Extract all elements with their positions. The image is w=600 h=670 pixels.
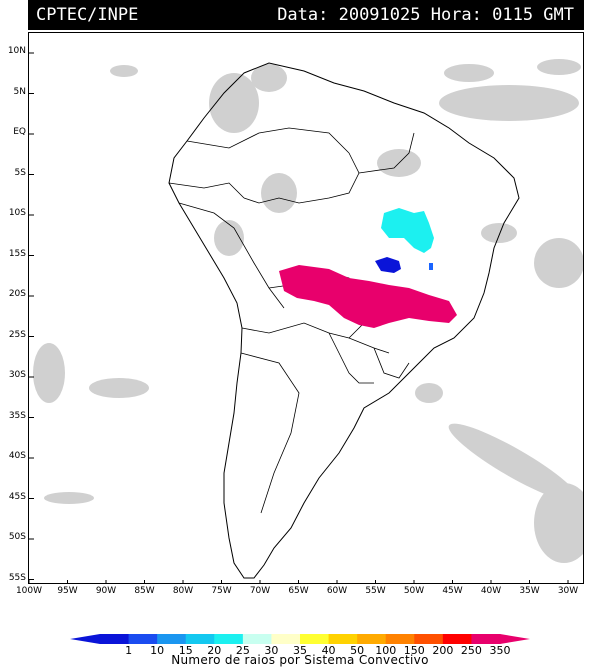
legend-swatch: [414, 634, 444, 644]
cloud-patch: [481, 223, 517, 243]
cyan-system: [381, 208, 434, 253]
legend-value-label: 15: [179, 644, 193, 657]
legend-value-label: 350: [490, 644, 511, 657]
legend-value-label: 25: [236, 644, 250, 657]
legend-swatch: [328, 634, 358, 644]
cloud-patch: [537, 59, 581, 75]
cloud-patch: [209, 73, 259, 133]
latitude-label: 50S: [8, 532, 26, 542]
longitude-label: 100W: [15, 586, 43, 596]
map-panel[interactable]: [28, 32, 584, 584]
longitude-label: 35W: [519, 586, 540, 596]
legend-caption: Numero de raios por Sistema Convectivo: [171, 653, 429, 667]
cloud-patch: [448, 423, 580, 503]
longitude-label: 40W: [480, 586, 502, 596]
legend-value-label: 50: [350, 644, 364, 657]
longitude-label: 95W: [57, 586, 78, 596]
longitude-label: 60W: [326, 586, 348, 596]
latitude-label: 10S: [8, 208, 26, 218]
legend-swatch: [214, 634, 244, 644]
legend-value-label: 40: [322, 644, 336, 657]
cloud-patch: [444, 64, 494, 82]
latitude-label: EQ: [13, 127, 26, 137]
lightning-systems: [279, 208, 457, 328]
blue-small-system: [429, 263, 433, 270]
latitude-label: 20S: [8, 289, 26, 299]
cloud-patch: [439, 85, 579, 121]
cloud-patch: [33, 343, 65, 403]
legend-arrow-left: [70, 634, 100, 644]
cloud-patch: [261, 173, 297, 213]
legend-value-label: 1: [125, 644, 132, 657]
source-label: CPTEC/INPE: [36, 5, 139, 25]
cloud-layer: [33, 59, 583, 563]
cloud-patch: [534, 238, 583, 288]
latitude-label: 45S: [8, 491, 26, 502]
legend-value-label: 150: [404, 644, 425, 657]
latitude-label: 5S: [14, 167, 26, 178]
legend-swatch: [157, 634, 187, 644]
longitude-label: 90W: [95, 586, 117, 596]
legend-swatch: [185, 634, 215, 644]
latitude-label: 40S: [8, 451, 26, 461]
longitude-ticks: [29, 580, 569, 583]
legend-swatch: [271, 634, 301, 644]
latitude-label: 35S: [8, 410, 26, 421]
cloud-patch: [415, 383, 443, 403]
legend-arrow-right: [500, 634, 530, 644]
legend-value-label: 35: [293, 644, 307, 657]
color-legend: 1 10 15 20 25 30 35 40 50 100 150 200 250 350: [70, 634, 530, 657]
longitude-label: 50W: [403, 586, 425, 596]
cloud-patch: [89, 378, 149, 398]
longitude-label: 85W: [134, 586, 155, 596]
latitude-label: 30S: [8, 370, 26, 380]
latitude-label: 25S: [8, 329, 26, 340]
legend-value-label: 200: [432, 644, 453, 657]
latitude-label: 15S: [8, 248, 26, 259]
legend-swatch: [242, 634, 272, 644]
legend-swatch: [442, 634, 472, 644]
legend-swatch: [128, 634, 158, 644]
cloud-patch: [44, 492, 94, 504]
longitude-label: 45W: [442, 586, 463, 596]
cloud-patch: [534, 483, 583, 563]
map-header: CPTEC/INPE Data: 20091025 Hora: 0115 GMT: [28, 0, 584, 30]
blue-system: [375, 257, 401, 273]
cloud-patch: [214, 220, 244, 256]
legend-value-label: 20: [207, 644, 221, 657]
longitude-label: 65W: [288, 586, 309, 596]
longitude-label: 75W: [211, 586, 232, 596]
legend-swatch: [357, 634, 387, 644]
longitude-label: 30W: [557, 586, 579, 596]
south-america-coastline: [168, 62, 520, 579]
cloud-patch: [110, 65, 138, 77]
latitude-label: 55S: [8, 572, 26, 583]
longitude-label: 80W: [172, 586, 194, 596]
map-canvas[interactable]: [29, 33, 584, 584]
legend-swatch: [385, 634, 415, 644]
legend-value-label: 250: [461, 644, 482, 657]
cloud-patch: [251, 64, 287, 92]
longitude-label: 55W: [365, 586, 386, 596]
legend-swatch: [300, 634, 330, 644]
legend-value-label: 100: [375, 644, 396, 657]
legend-value-label: 30: [264, 644, 278, 657]
longitude-label: 70W: [249, 586, 271, 596]
legend-value-label: 10: [150, 644, 164, 657]
magenta-system: [279, 265, 457, 328]
legend-swatch: [100, 634, 130, 644]
latitude-label: 10N: [7, 46, 26, 56]
legend-swatch: [471, 634, 501, 644]
datetime-label: Data: 20091025 Hora: 0115 GMT: [277, 5, 574, 25]
latitude-label: 5N: [13, 86, 26, 97]
latitude-ticks: [29, 52, 34, 580]
